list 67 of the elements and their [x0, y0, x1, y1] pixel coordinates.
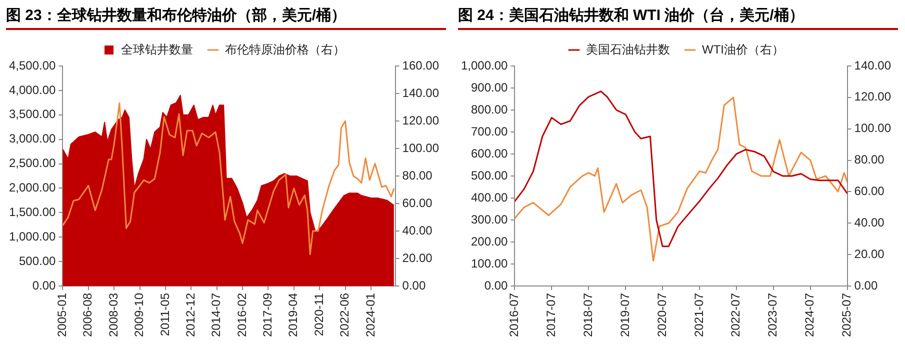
y-tick-label: 200.00 [471, 234, 508, 248]
y2-tick-label: 120.00 [854, 90, 892, 104]
x-tick-label: 2022-06 [338, 292, 352, 338]
legend-label: WTI油价（右） [702, 42, 784, 56]
y-tick-label: 2,000.00 [8, 180, 56, 195]
x-tick-label: 2024-01 [363, 292, 378, 338]
chart-title: 图 24：美国石油钻井数和 WTI 油价（台，美元/桶） [458, 4, 898, 30]
x-tick-label: 2019-07 [618, 292, 632, 338]
legend-label: 布伦特原油价格（右） [225, 42, 345, 56]
y-tick-label: 500.00 [19, 254, 56, 268]
y2-tick-label: 0.00 [402, 278, 426, 292]
y2-tick-label: 0.00 [854, 278, 878, 292]
x-tick-label: 2012-12 [183, 292, 198, 338]
x-tick-label: 2024-07 [802, 292, 817, 338]
x-tick-label: 2023-07 [766, 292, 780, 338]
x-tick-label: 2025-07 [840, 292, 854, 338]
y2-tick-label: 100.00 [402, 140, 440, 155]
y2-tick-label: 60.00 [854, 184, 885, 198]
x-tick-label: 2018-07 [580, 292, 595, 338]
x-tick-label: 2006-08 [80, 292, 95, 338]
y-tick-label: 4,500.00 [8, 58, 56, 72]
x-tick-label: 2022-07 [728, 292, 743, 338]
chart-title: 图 23：全球钻井数量和布伦特油价（部，美元/桶） [6, 4, 446, 30]
y2-tick-label: 140.00 [402, 86, 440, 100]
y2-tick-label: 40.00 [402, 223, 433, 238]
x-tick-label: 2016-02 [234, 292, 249, 338]
y-tick-label: 4,000.00 [8, 82, 56, 97]
y2-tick-label: 20.00 [854, 246, 885, 261]
y-tick-label: 3,500.00 [8, 107, 56, 122]
y2-tick-label: 140.00 [854, 58, 892, 72]
y-tick-label: 0.00 [32, 278, 56, 292]
y-tick-label: 100.00 [471, 256, 508, 270]
y-tick-label: 1,000.00 [8, 229, 56, 244]
y-tick-label: 500.00 [471, 168, 508, 182]
x-tick-label: 2009-10 [132, 292, 146, 338]
y-tick-label: 0.00 [484, 278, 508, 292]
x-tick-label: 2011-05 [158, 292, 172, 336]
y-tick-label: 300.00 [471, 212, 508, 226]
x-tick-label: 2020-11 [312, 292, 326, 336]
y2-tick-label: 20.00 [402, 250, 433, 265]
x-tick-label: 2021-07 [692, 292, 706, 338]
x-tick-label: 2014-07 [209, 292, 224, 338]
y2-tick-label: 80.00 [854, 152, 885, 167]
y2-tick-label: 160.00 [402, 58, 440, 72]
y-tick-label: 600.00 [471, 146, 508, 160]
y2-tick-label: 60.00 [402, 196, 433, 210]
legend-label: 全球钻井数量 [121, 42, 193, 56]
x-tick-label: 2005-01 [55, 292, 70, 338]
y-tick-label: 800.00 [471, 102, 508, 116]
legend-label: 美国石油钻井数 [586, 42, 670, 56]
y-tick-label: 700.00 [471, 124, 508, 138]
y2-tick-label: 100.00 [854, 121, 892, 136]
y2-tick-label: 120.00 [402, 113, 440, 128]
y-tick-label: 400.00 [471, 190, 508, 204]
y-tick-label: 900.00 [471, 80, 508, 94]
x-tick-label: 2020-07 [654, 292, 669, 338]
x-tick-label: 2019-04 [286, 292, 300, 338]
y2-tick-label: 40.00 [854, 215, 885, 230]
x-tick-label: 2017-07 [544, 292, 558, 338]
y-tick-label: 2,500.00 [8, 156, 56, 170]
y-tick-label: 1,500.00 [8, 204, 56, 219]
x-tick-label: 2017-09 [260, 292, 275, 338]
y2-tick-label: 80.00 [402, 168, 433, 182]
x-tick-label: 2016-07 [507, 292, 522, 338]
x-tick-label: 2008-03 [106, 292, 120, 338]
y-tick-label: 3,000.00 [8, 132, 56, 146]
y-tick-label: 1,000.00 [460, 58, 508, 72]
